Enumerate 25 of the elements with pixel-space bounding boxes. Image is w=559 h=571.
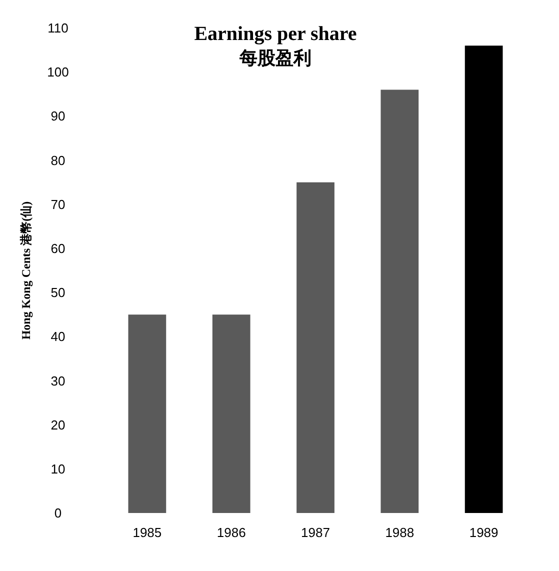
x-tick-label: 1985 [132,525,162,540]
y-tick-label: 70 [50,196,66,212]
y-tick-label: 50 [50,285,66,300]
y-tick-label: 20 [50,417,66,432]
y-tick-label: 110 [48,20,68,36]
x-tick-label: 1988 [385,525,414,540]
bar [380,90,419,513]
text: 每股盈利 [238,48,312,69]
chart-title: Earnings per share [194,23,357,45]
y-tick-label: 0 [54,506,62,521]
x-tick-label: 1989 [469,525,498,540]
x-tick-label: 1987 [301,525,330,540]
bar [296,182,334,513]
y-axis-title: Hong Kong Cents 港幣(仙) [19,201,33,340]
y-tick-label: 100 [47,64,69,80]
y-tick-label: 40 [50,329,66,344]
y-tick-label: 80 [50,152,66,168]
bar [128,314,166,513]
y-tick-label: 60 [50,241,66,256]
bar [212,314,250,513]
y-tick-label: 10 [50,461,66,476]
y-tick-label: 90 [50,108,66,124]
x-tick-label: 1986 [216,525,246,540]
bar [464,46,503,513]
y-tick-label: 30 [50,373,66,388]
